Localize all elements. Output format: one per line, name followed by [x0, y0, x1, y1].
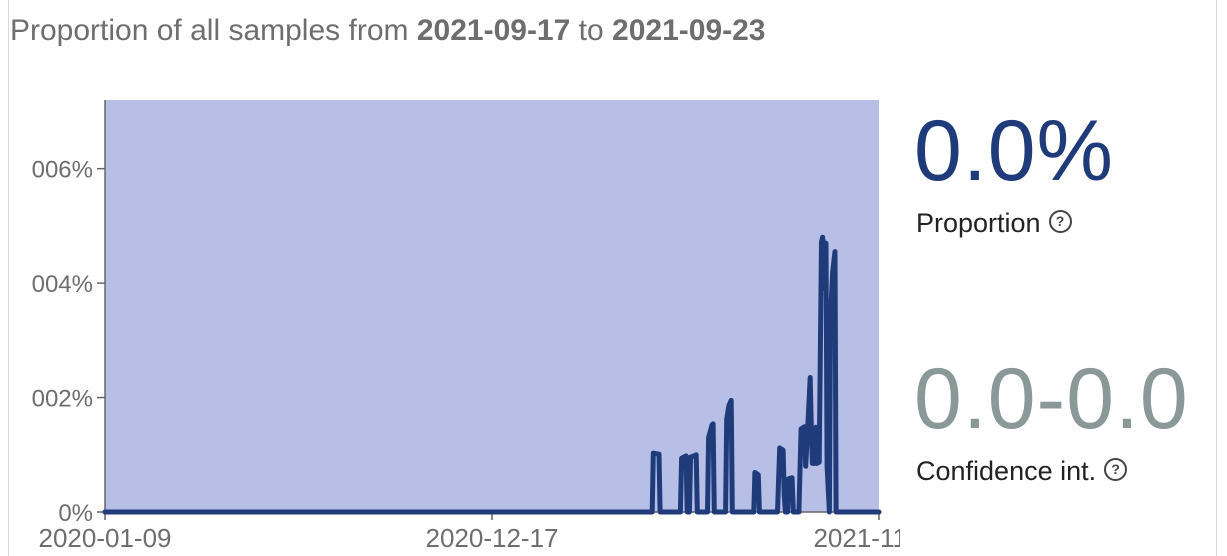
- title-prefix: Proportion of all samples from: [10, 14, 409, 47]
- y-tick-label: 002%: [32, 386, 93, 413]
- title-end-date: 2021-09-23: [612, 14, 766, 47]
- y-axis-ticks: 0% 002% 004% 006%: [32, 157, 105, 527]
- proportion-label: Proportion: [916, 208, 1041, 238]
- confidence-label: Confidence int.: [916, 456, 1097, 486]
- title-connector: to: [578, 14, 604, 47]
- confidence-band: [105, 100, 879, 512]
- title-start-date: 2021-09-17: [416, 14, 571, 47]
- help-icon[interactable]: ?: [1048, 210, 1072, 233]
- confidence-interval-value: 0.0-0.0: [914, 351, 1189, 447]
- y-tick-label: 006%: [32, 157, 93, 184]
- x-tick-label: 2020-01-09: [39, 523, 172, 553]
- proportion-series-line: [102, 234, 882, 515]
- x-axis-ticks: 2020-01-09 2020-12-17 2021-11-25: [39, 512, 900, 553]
- proportion-value: 0.0%: [914, 103, 1115, 199]
- y-tick-label: 004%: [32, 271, 93, 298]
- chart-title: Proportion of all samples from 2021-09-1…: [10, 14, 766, 48]
- x-tick-label: 2020-12-17: [426, 523, 559, 553]
- y-tick-label: 0%: [58, 500, 93, 527]
- proportion-chart: 0% 002% 004% 006% 2020-01-09 2020-12-17 2021-…: [32, 100, 900, 553]
- help-icon[interactable]: ?: [1104, 458, 1128, 481]
- proportion-label-row: Proportion?: [916, 208, 1072, 239]
- x-tick-label: 2021-11-25: [813, 523, 900, 553]
- confidence-label-row: Confidence int.?: [916, 456, 1128, 487]
- chart-panel: [8, 0, 1217, 556]
